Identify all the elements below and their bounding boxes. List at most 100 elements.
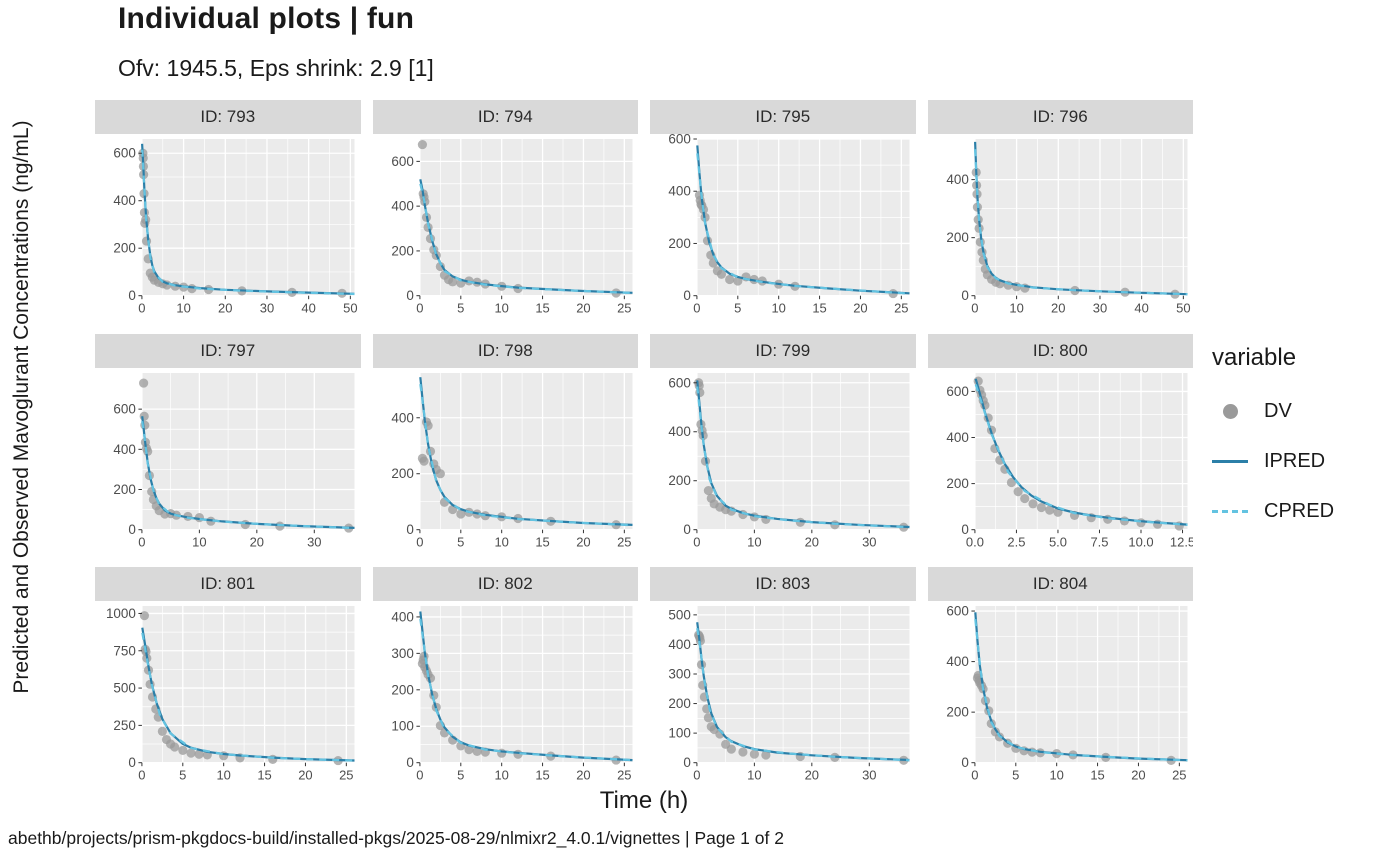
svg-text:0: 0 <box>406 755 414 770</box>
facet: ID: 795 0 200 400 600 0 5 10 15 20 25 <box>650 100 916 322</box>
facet-plot: 0 200 400 0 5 10 15 20 25 <box>391 372 633 549</box>
facet-strip-label: ID: 802 <box>372 567 638 602</box>
svg-text:30: 30 <box>260 301 274 316</box>
svg-text:400: 400 <box>391 610 413 625</box>
svg-text:5: 5 <box>734 301 741 316</box>
gridlines <box>696 372 910 530</box>
axis-ticks: 0 200 400 600 0 5 10 15 20 25 <box>391 154 631 316</box>
svg-text:10: 10 <box>494 301 508 316</box>
svg-text:10: 10 <box>747 768 761 783</box>
gridlines <box>418 138 633 297</box>
svg-text:10: 10 <box>192 534 206 549</box>
facet-plot: 0 200 400 600 0 10 20 30 <box>668 372 910 549</box>
svg-text:10: 10 <box>1049 768 1063 783</box>
svg-text:0: 0 <box>138 301 145 316</box>
axis-ticks: 0 200 400 600 0 10 20 30 40 50 <box>113 146 357 316</box>
svg-text:400: 400 <box>668 637 690 652</box>
cpred-line <box>696 628 910 762</box>
svg-text:30: 30 <box>862 768 876 783</box>
svg-text:12.5: 12.5 <box>1169 534 1193 549</box>
svg-text:200: 200 <box>391 243 413 258</box>
svg-text:0: 0 <box>693 534 700 549</box>
svg-text:100: 100 <box>391 719 413 734</box>
facet-plot: 0 100 200 300 400 0 5 10 15 20 25 <box>391 606 633 783</box>
svg-text:10.0: 10.0 <box>1128 534 1153 549</box>
cpred-line-swatch <box>1212 510 1248 513</box>
facet-strip-label: ID: 799 <box>650 333 916 368</box>
svg-text:20: 20 <box>250 534 264 549</box>
cpred-line <box>418 383 633 526</box>
svg-text:600: 600 <box>113 146 135 161</box>
gridlines <box>141 606 355 764</box>
svg-text:20: 20 <box>1131 768 1145 783</box>
svg-text:200: 200 <box>113 482 135 497</box>
svg-text:30: 30 <box>1092 301 1106 316</box>
facet-plot: 0 200 400 0 10 20 30 40 50 <box>946 138 1190 316</box>
dv-point-swatch <box>1212 404 1248 419</box>
svg-text:0: 0 <box>416 534 423 549</box>
svg-text:5.0: 5.0 <box>1048 534 1066 549</box>
svg-text:300: 300 <box>668 667 690 682</box>
facet-grid: ID: 793 0 200 400 600 0 10 20 30 40 50 ID: 794 0 200 4… <box>95 100 1193 789</box>
gridlines <box>696 138 910 297</box>
facet: ID: 793 0 200 400 600 0 10 20 30 40 50 <box>95 100 361 322</box>
gridlines <box>973 138 1188 297</box>
facet-strip-label: ID: 797 <box>95 333 361 368</box>
dv-point-icon <box>1222 404 1238 419</box>
svg-text:0: 0 <box>971 301 978 316</box>
axis-ticks: 0 250 500 750 1000 0 5 10 15 20 25 <box>106 606 354 783</box>
axis-ticks: 0 200 400 600 0 10 20 30 <box>668 375 876 549</box>
svg-text:20: 20 <box>576 768 590 783</box>
cpred-line <box>141 420 355 529</box>
axis-ticks: 0 200 400 600 0 5 10 15 20 25 <box>668 134 908 316</box>
facet: ID: 800 0 200 400 600 0.0 2.5 5.0 7.5 10.0 12.5 <box>927 333 1193 556</box>
svg-text:25: 25 <box>617 534 631 549</box>
svg-text:25: 25 <box>617 301 631 316</box>
gridlines <box>141 372 355 530</box>
svg-text:0: 0 <box>128 522 136 537</box>
svg-text:5: 5 <box>1012 768 1019 783</box>
facet-strip-label: ID: 798 <box>372 333 638 368</box>
svg-text:250: 250 <box>113 718 135 733</box>
svg-text:200: 200 <box>946 705 968 720</box>
dashed-line-icon <box>1212 510 1248 513</box>
svg-text:0: 0 <box>683 288 691 303</box>
facet: ID: 796 0 200 400 0 10 20 30 40 50 <box>927 100 1193 322</box>
plot-subtitle: Ofv: 1945.5, Eps shrink: 2.9 [1] <box>118 55 434 81</box>
svg-text:25: 25 <box>339 768 353 783</box>
svg-text:500: 500 <box>113 681 135 696</box>
y-axis-label: Predicted and Observed Mavoglurant Conce… <box>10 119 33 694</box>
svg-text:0: 0 <box>128 755 136 770</box>
svg-text:10: 10 <box>747 534 761 549</box>
ipred-line <box>418 179 633 294</box>
svg-text:600: 600 <box>668 375 690 390</box>
plot-title: Individual plots | fun <box>118 2 415 35</box>
svg-text:20: 20 <box>298 768 312 783</box>
svg-text:0: 0 <box>128 288 136 303</box>
facet-strip-label: ID: 793 <box>95 100 361 134</box>
svg-text:100: 100 <box>668 726 690 741</box>
ipred-line <box>696 145 910 295</box>
svg-text:400: 400 <box>946 654 968 669</box>
footer-path: abethb/projects/prism-pkgdocs-build/inst… <box>8 828 784 848</box>
svg-text:200: 200 <box>946 230 968 245</box>
facet: ID: 797 0 200 400 600 0 10 20 30 <box>95 333 361 556</box>
svg-text:25: 25 <box>617 768 631 783</box>
svg-text:300: 300 <box>391 646 413 661</box>
gridlines <box>973 372 1188 530</box>
svg-text:200: 200 <box>113 241 135 256</box>
svg-text:10: 10 <box>216 768 230 783</box>
svg-text:200: 200 <box>668 236 690 251</box>
svg-text:25: 25 <box>1172 768 1186 783</box>
svg-text:400: 400 <box>946 430 968 445</box>
facet: ID: 802 0 100 200 300 400 0 5 10 15 20 25 <box>372 567 638 789</box>
legend-label-ipred: IPRED <box>1264 450 1326 472</box>
svg-text:10: 10 <box>1009 301 1023 316</box>
axis-ticks: 0 200 400 600 0.0 2.5 5.0 7.5 10.0 12.5 <box>946 384 1193 550</box>
svg-text:30: 30 <box>307 534 321 549</box>
svg-text:25: 25 <box>894 301 908 316</box>
svg-text:10: 10 <box>494 534 508 549</box>
svg-text:10: 10 <box>176 301 190 316</box>
facet: ID: 794 0 200 400 600 0 5 10 15 20 25 <box>372 100 638 322</box>
svg-text:0: 0 <box>683 755 691 770</box>
